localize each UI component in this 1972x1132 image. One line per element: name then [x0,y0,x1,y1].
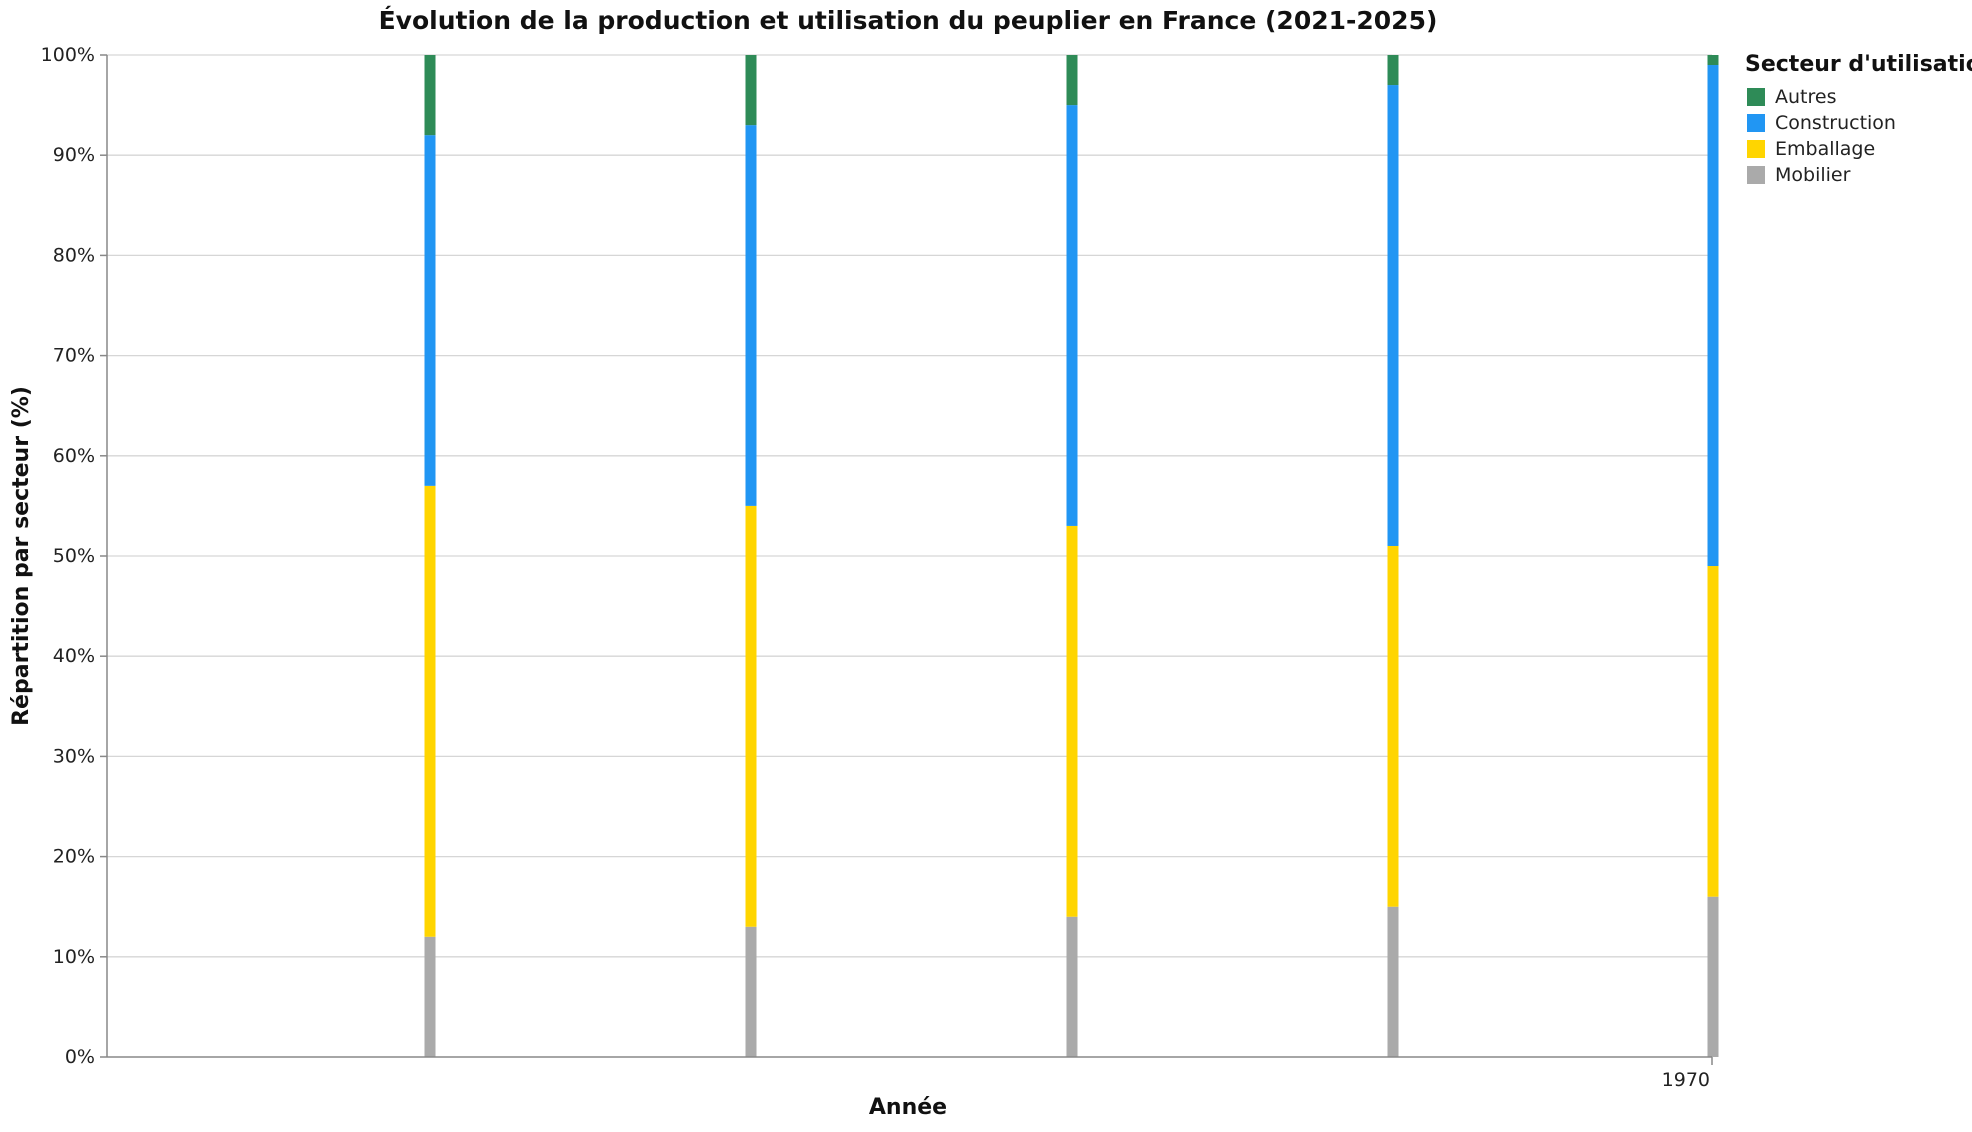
legend: Secteur d'utilisation Autres Construction… [1745,52,1972,186]
bar-segment-mobilier [745,926,757,1057]
y-tick-label: 0% [65,1046,95,1068]
legend-swatch [1747,114,1765,132]
legend-swatch [1747,88,1765,106]
bar-segment-mobilier [1387,906,1399,1057]
legend-label: Construction [1775,112,1896,134]
bar-segment-autres [1387,55,1399,86]
x-tick-label: 1970 [1662,1069,1710,1091]
axes: 0% 10% 20% 30% 40% 50% 60% 70% 80% 90% 100% 1970 [41,44,1713,1091]
bar-segment-autres [745,55,757,126]
bars [424,55,1719,1057]
bar-segment-autres [1707,55,1719,66]
y-tick-label: 100% [41,44,95,66]
bar-segment-construction [1387,85,1399,546]
bar-stack [424,55,436,1057]
legend-label: Mobilier [1775,164,1851,186]
bar-segment-construction [424,135,436,486]
x-axis-title: Année [869,1095,947,1120]
bar-stack [1707,55,1719,1057]
y-tick-label: 30% [53,745,95,767]
bar-segment-autres [424,55,436,136]
y-tick-label: 90% [53,144,95,166]
legend-swatch [1747,166,1765,184]
bar-segment-mobilier [1066,916,1078,1057]
y-axis-title: Répartition par secteur (%) [9,386,34,726]
legend-label: Autres [1775,86,1836,108]
bar-segment-emballage [1707,566,1719,897]
y-tick-label: 80% [53,244,95,266]
legend-swatch [1747,140,1765,158]
y-tick-label: 40% [53,645,95,667]
y-tick-label: 20% [53,846,95,868]
y-tick-label: 50% [53,545,95,567]
bar-stack [1387,55,1399,1057]
y-tick-label: 70% [53,345,95,367]
chart-title: Évolution de la production et utilisatio… [379,6,1438,35]
y-tick-label: 60% [53,445,95,467]
legend-title: Secteur d'utilisation [1745,52,1972,77]
bar-segment-construction [1707,65,1719,567]
bar-segment-construction [745,125,757,506]
bar-segment-emballage [745,505,757,927]
legend-label: Emballage [1775,138,1875,160]
bar-segment-mobilier [1707,896,1719,1057]
bar-segment-emballage [424,485,436,937]
y-tick-label: 10% [53,946,95,968]
bar-stack [1066,55,1078,1057]
gridlines [107,54,1712,958]
bar-stack [745,55,757,1057]
bar-segment-construction [1066,105,1078,526]
bar-segment-emballage [1387,545,1399,907]
bar-segment-autres [1066,55,1078,106]
bar-segment-mobilier [424,936,436,1057]
bar-segment-emballage [1066,525,1078,917]
